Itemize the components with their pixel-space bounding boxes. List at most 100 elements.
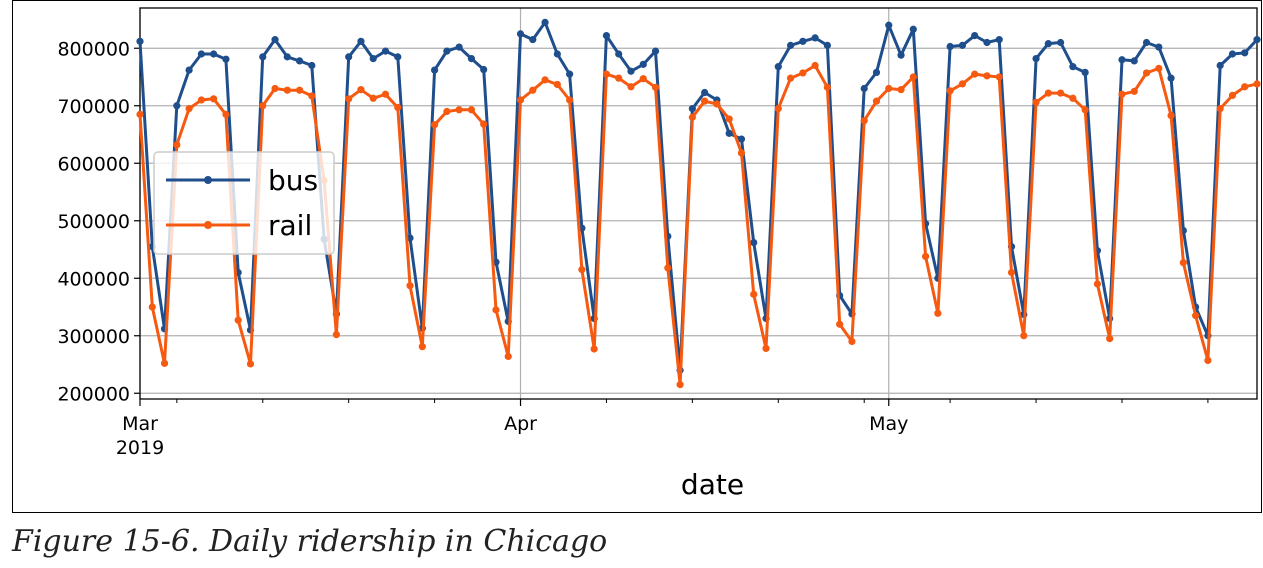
data-point-rail bbox=[1204, 356, 1212, 365]
data-point-rail bbox=[480, 120, 488, 128]
data-point-rail bbox=[823, 83, 831, 91]
data-point-rail bbox=[872, 97, 881, 105]
data-point-rail bbox=[713, 100, 721, 108]
data-point-rail bbox=[737, 149, 746, 157]
data-point-rail bbox=[369, 94, 377, 102]
data-point-rail bbox=[430, 121, 439, 129]
data-point-rail bbox=[516, 96, 525, 104]
data-point-bus bbox=[455, 43, 463, 51]
data-point-bus bbox=[1155, 43, 1163, 51]
data-point-rail bbox=[995, 73, 1003, 81]
y-tick-label: 400000 bbox=[57, 268, 130, 290]
data-point-bus bbox=[1118, 56, 1126, 64]
data-point-rail bbox=[762, 344, 770, 352]
data-point-rail bbox=[443, 107, 451, 116]
data-point-rail bbox=[1179, 259, 1187, 267]
data-point-rail bbox=[308, 92, 316, 100]
data-point-rail bbox=[553, 80, 561, 89]
data-point-bus bbox=[136, 37, 144, 45]
data-point-bus bbox=[357, 37, 365, 45]
data-point-bus bbox=[222, 55, 230, 63]
data-point-rail bbox=[688, 113, 696, 121]
data-point-bus bbox=[185, 66, 193, 74]
data-point-rail bbox=[909, 73, 917, 81]
data-point-bus bbox=[430, 66, 439, 74]
chart-frame: 200000 300000 400000 500000 600000 700000 8000… bbox=[12, 0, 1262, 513]
data-point-rail bbox=[148, 303, 156, 311]
data-point-rail bbox=[283, 86, 291, 94]
data-point-bus bbox=[688, 105, 696, 113]
data-point-bus bbox=[1241, 49, 1249, 57]
data-point-rail bbox=[504, 352, 512, 361]
data-point-bus bbox=[774, 63, 782, 71]
data-point-bus bbox=[737, 135, 746, 143]
data-point-bus bbox=[971, 31, 979, 40]
data-point-rail bbox=[381, 90, 390, 98]
data-point-bus bbox=[1069, 63, 1077, 71]
data-point-rail bbox=[1253, 80, 1261, 88]
data-point-bus bbox=[541, 18, 549, 26]
legend-marker-bus bbox=[204, 176, 212, 184]
data-point-rail bbox=[197, 96, 205, 104]
data-point-rail bbox=[295, 86, 304, 94]
data-point-bus bbox=[639, 60, 647, 68]
data-point-rail bbox=[786, 74, 795, 82]
data-point-bus bbox=[627, 67, 635, 75]
data-point-rail bbox=[639, 75, 647, 83]
data-point-rail bbox=[701, 97, 709, 105]
data-point-bus bbox=[1044, 40, 1052, 48]
data-point-rail bbox=[946, 87, 954, 95]
data-point-rail bbox=[271, 84, 279, 93]
data-point-bus bbox=[786, 41, 795, 49]
legend-label-rail: rail bbox=[268, 209, 312, 242]
data-point-rail bbox=[541, 76, 549, 84]
data-point-rail bbox=[860, 117, 868, 125]
data-point-rail bbox=[1093, 280, 1102, 288]
data-point-rail bbox=[259, 102, 267, 110]
data-point-bus bbox=[259, 53, 267, 61]
data-point-bus bbox=[173, 102, 181, 110]
data-point-rail bbox=[1020, 332, 1028, 340]
legend-box bbox=[153, 151, 335, 255]
data-point-bus bbox=[1081, 68, 1089, 76]
data-point-bus bbox=[271, 36, 279, 44]
data-point-rail bbox=[885, 84, 893, 93]
data-point-bus bbox=[1032, 55, 1040, 63]
data-point-rail bbox=[566, 96, 574, 104]
data-point-bus bbox=[1142, 38, 1151, 47]
y-tick-label: 300000 bbox=[57, 326, 130, 348]
y-tick-label: 700000 bbox=[57, 96, 130, 118]
data-point-rail bbox=[983, 72, 991, 80]
data-point-rail bbox=[1167, 111, 1175, 120]
data-point-rail bbox=[811, 61, 819, 70]
data-point-rail bbox=[492, 306, 500, 314]
data-point-bus bbox=[725, 129, 733, 137]
data-point-bus bbox=[295, 57, 304, 65]
data-point-rail bbox=[1216, 105, 1224, 113]
data-point-rail bbox=[651, 83, 660, 91]
data-point-bus bbox=[799, 37, 807, 45]
data-point-rail bbox=[590, 345, 598, 353]
data-point-bus bbox=[885, 21, 893, 29]
data-point-rail bbox=[578, 266, 586, 274]
data-point-bus bbox=[602, 31, 611, 40]
data-point-bus bbox=[811, 34, 819, 42]
data-point-rail bbox=[1118, 90, 1126, 98]
data-point-rail bbox=[615, 74, 623, 82]
data-point-bus bbox=[480, 65, 488, 74]
data-point-bus bbox=[1228, 50, 1237, 58]
data-point-bus bbox=[553, 50, 561, 58]
data-point-rail bbox=[725, 115, 733, 123]
data-point-bus bbox=[467, 55, 476, 63]
figure-caption: Figure 15-6. Daily ridership in Chicago bbox=[12, 524, 608, 559]
data-point-rail bbox=[160, 359, 169, 367]
data-point-rail bbox=[934, 309, 942, 317]
data-point-rail bbox=[848, 337, 856, 346]
data-point-rail bbox=[210, 95, 218, 103]
x-tick-label: Apr bbox=[504, 413, 537, 435]
legend: bus rail bbox=[153, 151, 335, 255]
data-point-bus bbox=[909, 25, 917, 33]
data-point-bus bbox=[1130, 57, 1138, 65]
data-point-bus bbox=[1253, 36, 1261, 44]
data-point-rail bbox=[971, 70, 979, 78]
